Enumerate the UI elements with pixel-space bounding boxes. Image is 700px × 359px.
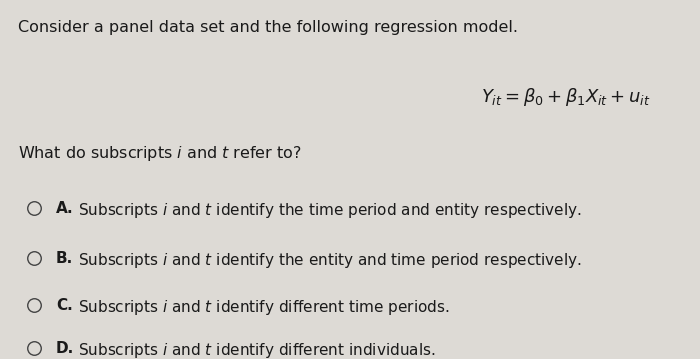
Text: Subscripts $i$ and $t$ identify different time periods.: Subscripts $i$ and $t$ identify differen… — [78, 298, 450, 317]
Text: C.: C. — [56, 298, 73, 313]
Text: Subscripts $i$ and $t$ identify the entity and time period respectively.: Subscripts $i$ and $t$ identify the enti… — [78, 251, 582, 270]
Text: Consider a panel data set and the following regression model.: Consider a panel data set and the follow… — [18, 20, 517, 35]
Text: $Y_{it} = \beta_0 + \beta_1 X_{it} + u_{it}$: $Y_{it} = \beta_0 + \beta_1 X_{it} + u_{… — [481, 86, 651, 108]
Text: What do subscripts $i$ and $t$ refer to?: What do subscripts $i$ and $t$ refer to? — [18, 144, 301, 163]
Text: Subscripts $i$ and $t$ identify different individuals.: Subscripts $i$ and $t$ identify differen… — [78, 341, 436, 359]
Text: Subscripts $i$ and $t$ identify the time period and entity respectively.: Subscripts $i$ and $t$ identify the time… — [78, 201, 582, 220]
Text: D.: D. — [56, 341, 74, 356]
Text: B.: B. — [56, 251, 74, 266]
Text: A.: A. — [56, 201, 74, 216]
